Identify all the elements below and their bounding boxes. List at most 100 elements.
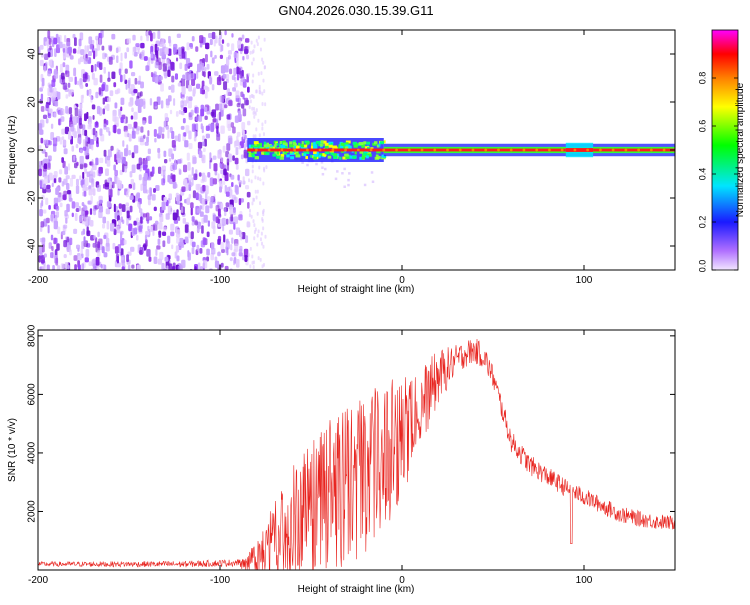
spectrogram-noise-cell — [176, 195, 180, 204]
spectrogram-noise-cell — [49, 45, 52, 51]
spectrogram-noise-cell — [161, 262, 165, 270]
spectrogram-noise-cell — [82, 146, 87, 151]
spectrogram-carrier-cell — [289, 151, 295, 155]
spectrogram-carrier-cell — [354, 151, 357, 155]
spectrogram-noise-cell — [85, 249, 90, 257]
spectrogram-noise-cell — [217, 149, 222, 159]
colorbar-tick-label: 0.6 — [697, 120, 707, 133]
spectrogram-marks — [38, 30, 675, 270]
spectrogram-carrier-cell — [324, 145, 328, 149]
spectrogram-noise-cell — [41, 194, 45, 201]
spectrogram-noise-cell — [64, 210, 68, 217]
spectrogram-carrier-cell — [274, 151, 277, 155]
spectrogram-noise-cell — [222, 224, 225, 232]
spectrogram-noise-cell — [80, 94, 84, 104]
spectrogram-noise-cell — [249, 94, 252, 99]
spectrogram-noise-cell — [148, 115, 152, 125]
spectrogram-noise-cell — [144, 141, 149, 146]
spectrogram-noise-cell — [233, 216, 239, 225]
spectrogram-noise-cell — [230, 122, 234, 128]
spectrogram-noise-cell — [225, 218, 229, 225]
spectrogram-noise-cell — [219, 95, 224, 103]
spectrogram-peak-dot — [649, 148, 653, 152]
spectrogram-noise-cell — [168, 35, 171, 44]
spectrogram-noise-cell — [252, 219, 255, 224]
spectrogram-carrier-cell — [338, 146, 341, 150]
spectrogram-noise-cell — [320, 161, 324, 164]
spectrogram-noise-cell — [192, 190, 197, 199]
spectrogram-noise-cell — [163, 158, 168, 164]
spectrogram-noise-cell — [145, 230, 150, 236]
spectrogram-noise-cell — [217, 238, 221, 245]
spectrogram-noise-cell — [249, 99, 252, 104]
spectrogram-noise-cell — [105, 168, 109, 176]
spectrogram-peak-dot — [535, 148, 539, 152]
spectrogram-noise-cell — [204, 54, 208, 63]
spectrogram-noise-cell — [122, 163, 125, 173]
spectrogram-noise-cell — [96, 201, 101, 209]
spectrogram-noise-cell — [139, 91, 143, 97]
spectrogram-noise-cell — [152, 32, 156, 39]
spectrogram-noise-cell — [126, 38, 131, 44]
spectrogram-carrier-cell — [257, 142, 262, 146]
spectrogram-noise-cell — [245, 235, 249, 243]
spectrogram-noise-cell — [140, 81, 144, 89]
spectrogram-carrier-cell — [282, 142, 288, 146]
spectrogram-noise-cell — [163, 150, 167, 158]
spectrogram-noise-cell — [97, 250, 101, 257]
spectrogram-carrier-burst-peak — [565, 148, 594, 152]
spectrogram-noise-cell — [233, 82, 238, 88]
spectrogram-noise-cell — [190, 73, 195, 80]
spectrogram-noise-cell — [235, 164, 239, 170]
spectrogram-noise-cell — [233, 141, 237, 148]
spectrogram-noise-cell — [255, 127, 258, 132]
spectrogram-noise-cell — [128, 77, 131, 86]
spectrogram-noise-cell — [57, 91, 61, 100]
spectrogram-noise-cell — [131, 152, 135, 159]
spectrogram-noise-cell — [128, 150, 132, 156]
spectrogram-noise-cell — [44, 53, 49, 60]
spectrogram-noise-cell — [161, 178, 165, 186]
spectrogram-noise-cell — [197, 262, 201, 270]
spectrogram-noise-cell — [108, 56, 113, 65]
spectrogram-noise-cell — [77, 264, 81, 270]
spectrogram-noise-cell — [66, 236, 70, 243]
spectrogram-noise-cell — [252, 49, 255, 54]
spectrogram-noise-cell — [47, 30, 51, 39]
spectrogram-noise-cell — [195, 123, 199, 132]
spectrogram-noise-cell — [194, 130, 197, 138]
spectrogram-noise-cell — [102, 223, 106, 229]
spectrogram-carrier-cell — [348, 155, 353, 159]
spectrogram-noise-cell — [196, 244, 200, 252]
spectrogram-noise-cell — [77, 130, 81, 135]
spectrogram-noise-cell — [129, 171, 133, 178]
spectrogram-noise-cell — [226, 186, 231, 192]
spectrogram-noise-cell — [120, 231, 123, 240]
spectrogram-noise-cell — [175, 110, 179, 117]
spectrogram-noise-cell — [210, 111, 215, 116]
spectrogram-noise-cell — [199, 265, 203, 270]
spectrogram-noise-cell — [252, 134, 255, 139]
spectrogram-carrier-cell — [333, 155, 338, 159]
spectrogram-carrier-cell — [273, 144, 277, 148]
spectrogram-noise-cell — [148, 57, 151, 63]
spectrogram-noise-cell — [149, 216, 153, 221]
spectrogram-carrier-cell — [248, 144, 251, 148]
spectrogram-noise-cell — [227, 135, 233, 144]
spectrogram-carrier-cell — [265, 152, 270, 156]
spectrogram-noise-cell — [69, 55, 74, 60]
spectrogram-noise-cell — [221, 248, 225, 254]
spectrogram-noise-cell — [79, 103, 83, 110]
spectrogram-carrier-cell — [328, 144, 333, 148]
spectrogram-carrier-cell — [320, 140, 324, 144]
spectrogram-noise-cell — [140, 216, 143, 224]
spectrogram-noise-cell — [116, 177, 120, 187]
spectrogram-carrier-cell — [248, 151, 252, 155]
spectrogram-noise-cell — [214, 170, 218, 176]
colorbar-label: Normalized spectral amplitude — [735, 82, 746, 217]
spectrogram-peak-dot — [548, 148, 551, 152]
spectrogram-noise-cell — [126, 254, 129, 263]
spectrogram-noise-cell — [191, 216, 195, 222]
spectrogram-noise-cell — [191, 247, 195, 255]
spectrogram-noise-cell — [74, 264, 77, 270]
